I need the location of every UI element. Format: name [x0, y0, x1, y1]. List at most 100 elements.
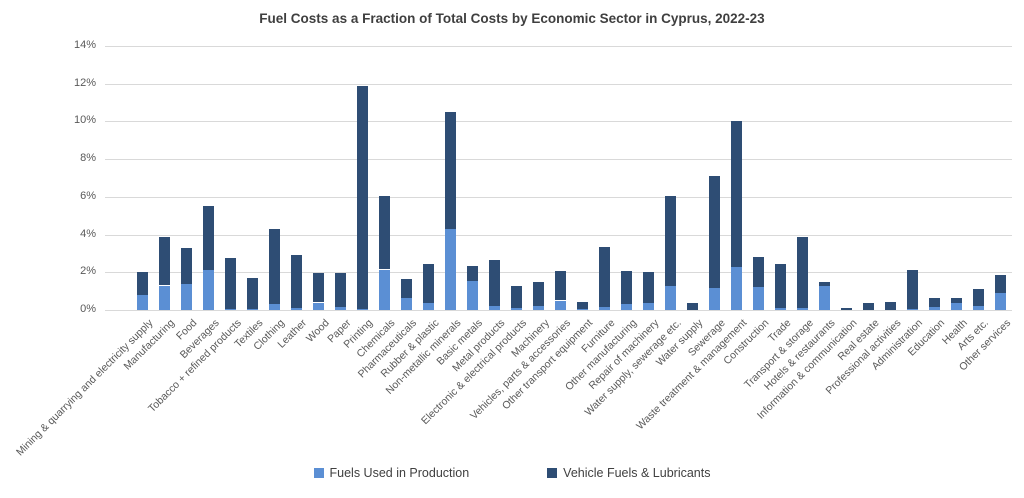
bar-segment-fuels-used-in-production	[554, 300, 566, 310]
bar-segment-vehicle-fuels-lubricants	[158, 237, 170, 286]
bar-segment-vehicle-fuels-lubricants	[312, 273, 324, 303]
bar-segment-vehicle-fuels-lubricants	[576, 301, 588, 309]
legend-label-fuels-used-in-production: Fuels Used in Production	[329, 466, 470, 480]
bar-segment-fuels-used-in-production	[246, 309, 258, 310]
bar-segment-vehicle-fuels-lubricants	[598, 246, 610, 308]
bar-segment-vehicle-fuels-lubricants	[862, 302, 874, 310]
bar-segment-fuels-used-in-production	[752, 287, 764, 310]
gridline	[105, 310, 1012, 311]
bar-segment-vehicle-fuels-lubricants	[378, 195, 390, 270]
bar-segment-fuels-used-in-production	[444, 228, 456, 310]
y-axis-tick-label: 6%	[80, 189, 96, 202]
bar-segment-fuels-used-in-production	[906, 309, 918, 310]
bar-segment-vehicle-fuels-lubricants	[664, 195, 676, 287]
bar-segment-vehicle-fuels-lubricants	[136, 272, 148, 295]
bar-segment-fuels-used-in-production	[510, 308, 522, 310]
bar-segment-fuels-used-in-production	[356, 309, 368, 310]
bar-segment-fuels-used-in-production	[158, 285, 170, 310]
gridline	[105, 234, 1012, 236]
bar-segment-vehicle-fuels-lubricants	[796, 237, 808, 309]
x-axis-category-label: Mining & quarrying and electricity suppl…	[14, 317, 156, 459]
bar-segment-vehicle-fuels-lubricants	[708, 176, 720, 289]
bar-segment-vehicle-fuels-lubricants	[466, 265, 478, 281]
bar-segment-fuels-used-in-production	[422, 303, 434, 310]
bar-segment-vehicle-fuels-lubricants	[884, 301, 896, 310]
bar-segment-vehicle-fuels-lubricants	[906, 270, 918, 310]
bar-segment-fuels-used-in-production	[994, 293, 1006, 310]
gridline	[105, 196, 1012, 198]
bar-segment-fuels-used-in-production	[950, 303, 962, 310]
bar-segment-fuels-used-in-production	[928, 307, 940, 310]
legend-label-vehicle-fuels-lubricants: Vehicle Fuels & Lubricants	[563, 466, 711, 480]
bar-segment-vehicle-fuels-lubricants	[642, 272, 654, 304]
legend-swatch-vehicle-fuels-lubricants	[547, 468, 558, 478]
legend: Fuels Used in Production Vehicle Fuels &…	[0, 466, 1024, 480]
bar-segment-vehicle-fuels-lubricants	[818, 281, 830, 287]
gridline	[105, 121, 1012, 123]
y-axis-tick-label: 8%	[80, 152, 96, 165]
gridline	[105, 159, 1012, 161]
bar-segment-fuels-used-in-production	[268, 304, 280, 310]
bar-segment-vehicle-fuels-lubricants	[840, 308, 852, 310]
y-axis-tick-label: 10%	[73, 114, 96, 127]
bar-segment-vehicle-fuels-lubricants	[686, 303, 698, 310]
legend-swatch-fuels-used-in-production	[313, 468, 324, 478]
y-axis-tick-label: 0%	[80, 303, 96, 315]
bar-segment-vehicle-fuels-lubricants	[950, 297, 962, 304]
bar-segment-vehicle-fuels-lubricants	[290, 255, 302, 309]
bar-segment-vehicle-fuels-lubricants	[532, 281, 544, 307]
bar-segment-vehicle-fuels-lubricants	[554, 271, 566, 301]
bar-segment-fuels-used-in-production	[598, 307, 610, 310]
bar-segment-vehicle-fuels-lubricants	[268, 228, 280, 305]
bar-segment-vehicle-fuels-lubricants	[928, 297, 940, 308]
bar-segment-fuels-used-in-production	[972, 306, 984, 310]
bar-segment-fuels-used-in-production	[576, 309, 588, 310]
y-axis-tick-label: 4%	[80, 227, 96, 240]
bar-segment-vehicle-fuels-lubricants	[972, 289, 984, 307]
bar-segment-fuels-used-in-production	[796, 308, 808, 310]
bar-segment-fuels-used-in-production	[708, 288, 720, 310]
bar-segment-vehicle-fuels-lubricants	[774, 263, 786, 309]
bar-segment-vehicle-fuels-lubricants	[202, 206, 214, 271]
legend-item-fuels-used-in-production: Fuels Used in Production	[313, 466, 470, 480]
bar-segment-fuels-used-in-production	[730, 266, 742, 310]
bar-segment-vehicle-fuels-lubricants	[994, 275, 1006, 293]
bar-segment-fuels-used-in-production	[312, 302, 324, 310]
bar-segment-fuels-used-in-production	[378, 269, 390, 310]
bar-segment-vehicle-fuels-lubricants	[444, 112, 456, 229]
bar-segment-vehicle-fuels-lubricants	[752, 257, 764, 288]
bar-segment-fuels-used-in-production	[818, 286, 830, 310]
y-axis-tick-label: 2%	[80, 265, 96, 278]
bar-segment-fuels-used-in-production	[400, 297, 412, 310]
bar-segment-vehicle-fuels-lubricants	[400, 278, 412, 298]
bar-segment-vehicle-fuels-lubricants	[246, 277, 258, 309]
bar-segment-fuels-used-in-production	[202, 270, 214, 310]
bar-segment-fuels-used-in-production	[224, 309, 236, 310]
bar-segment-vehicle-fuels-lubricants	[334, 273, 346, 308]
gridline	[105, 83, 1012, 85]
bar-segment-fuels-used-in-production	[180, 283, 192, 310]
bar-segment-fuels-used-in-production	[290, 308, 302, 310]
bar-segment-vehicle-fuels-lubricants	[730, 120, 742, 267]
bar-segment-vehicle-fuels-lubricants	[488, 260, 500, 307]
y-axis-tick-label: 14%	[73, 39, 96, 51]
bar-segment-fuels-used-in-production	[466, 280, 478, 310]
bar-segment-vehicle-fuels-lubricants	[224, 258, 236, 309]
bar-segment-fuels-used-in-production	[488, 306, 500, 310]
y-axis-tick-label: 12%	[73, 76, 96, 89]
legend-item-vehicle-fuels-lubricants: Vehicle Fuels & Lubricants	[547, 466, 710, 480]
bar-segment-vehicle-fuels-lubricants	[422, 263, 434, 304]
bar-segment-vehicle-fuels-lubricants	[356, 85, 368, 310]
chart-title: Fuel Costs as a Fraction of Total Costs …	[259, 11, 765, 26]
x-axis-category-label: Wood	[303, 317, 332, 345]
gridline	[105, 46, 1012, 47]
bar-segment-fuels-used-in-production	[774, 308, 786, 310]
bar-segment-fuels-used-in-production	[532, 306, 544, 310]
bar-segment-vehicle-fuels-lubricants	[620, 271, 632, 305]
bar-segment-fuels-used-in-production	[664, 286, 676, 310]
bar-segment-fuels-used-in-production	[334, 307, 346, 310]
bar-segment-vehicle-fuels-lubricants	[180, 247, 192, 284]
bar-segment-vehicle-fuels-lubricants	[510, 286, 522, 309]
